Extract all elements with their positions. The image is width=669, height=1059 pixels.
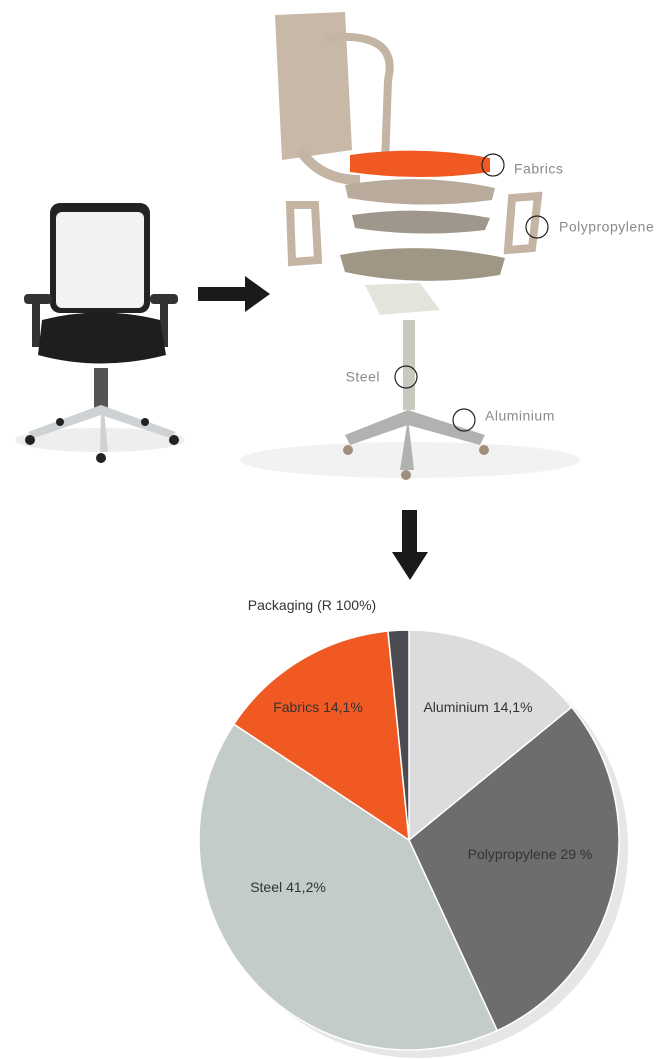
slice-name: Steel bbox=[250, 879, 282, 895]
callout-markers bbox=[394, 153, 549, 432]
arrow-right bbox=[198, 276, 270, 312]
pie-slice bbox=[387, 629, 410, 841]
slice-label: Aluminium 14,1% bbox=[423, 699, 532, 715]
exploded-chair bbox=[240, 12, 580, 480]
slice-label: Packaging (R 100%) bbox=[248, 597, 376, 613]
callout-label: Steel bbox=[346, 369, 380, 385]
slice-value: 41,2% bbox=[286, 879, 326, 895]
slice-label: Steel 41,2% bbox=[250, 879, 326, 895]
slice-name: Fabrics bbox=[273, 699, 319, 715]
slice-value: 14,1% bbox=[323, 699, 363, 715]
callout-label: Fabrics bbox=[514, 161, 563, 177]
slice-name: Polypropylene bbox=[468, 846, 557, 862]
slice-name: Packaging (R 100%) bbox=[248, 597, 376, 613]
office-chair bbox=[15, 203, 185, 463]
arrow-down bbox=[392, 510, 428, 580]
slice-label: Polypropylene 29 % bbox=[468, 846, 593, 862]
slice-name: Aluminium bbox=[423, 699, 488, 715]
pie-slice bbox=[232, 630, 410, 842]
pie-slice bbox=[198, 723, 499, 1051]
pie-slice bbox=[408, 706, 620, 1032]
callout-label: Polypropylene bbox=[559, 219, 654, 235]
pie bbox=[198, 629, 620, 1051]
slice-label: Fabrics 14,1% bbox=[273, 699, 363, 715]
pie-slice bbox=[408, 629, 573, 842]
slice-value: 14,1% bbox=[493, 699, 533, 715]
slice-value: 29 % bbox=[560, 846, 592, 862]
callout-label: Aluminium bbox=[485, 408, 555, 424]
